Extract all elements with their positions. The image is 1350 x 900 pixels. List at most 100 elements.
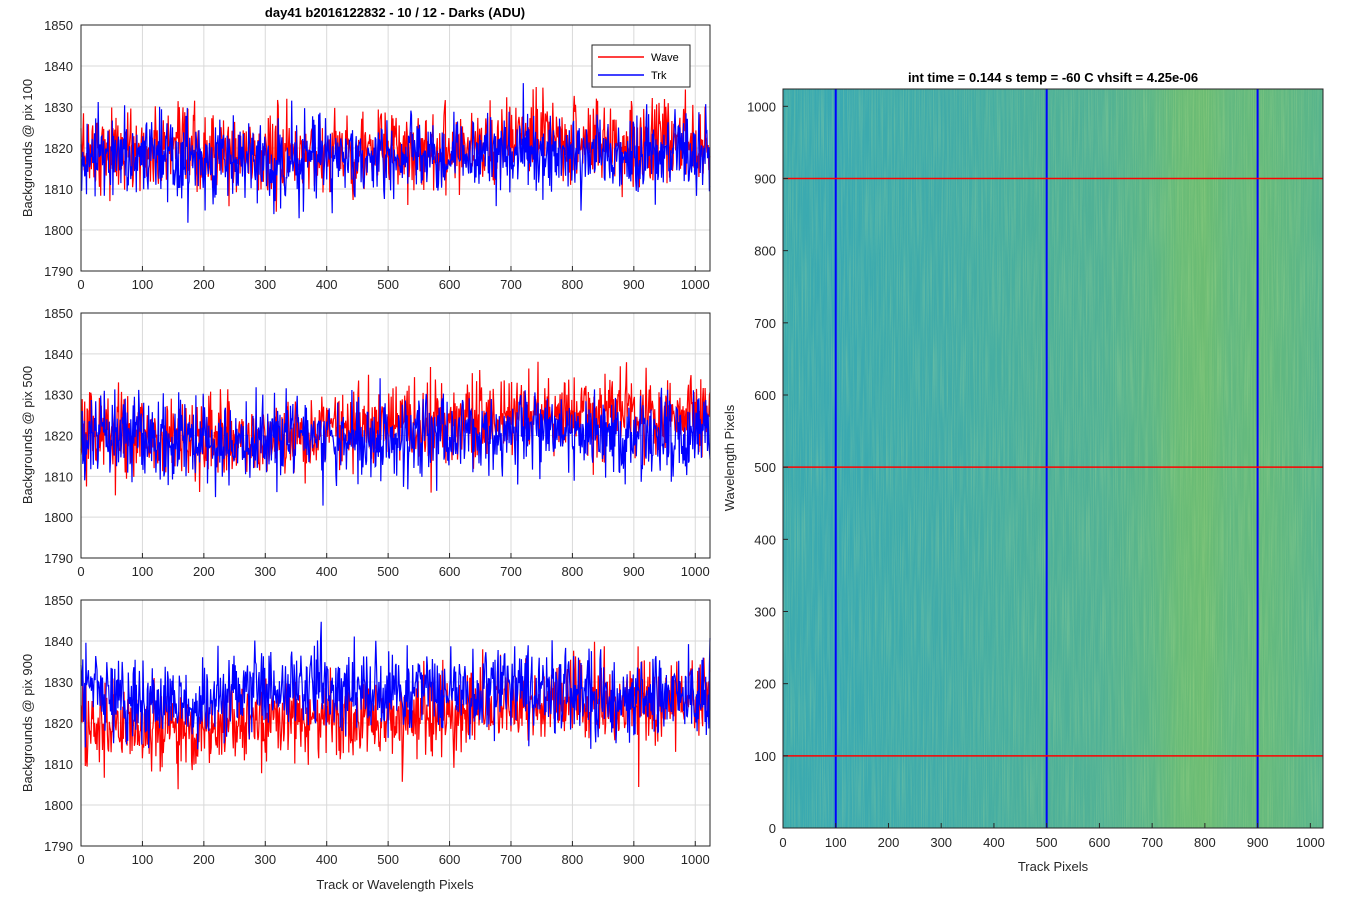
y-tick-label: 1840 (44, 634, 73, 649)
x-tick-label: 300 (254, 852, 276, 867)
legend: Wave Trk (591, 44, 691, 88)
y-tick-label: 1810 (44, 182, 73, 197)
y-tick-labels: 1790 1800 1810 1820 1830 1840 1850 (44, 18, 73, 279)
x-tick-label: 700 (500, 852, 522, 867)
series-lines (80, 83, 711, 223)
heatmap-panel: 0 100 200 300 400 500 600 700 800 900 1000 0 100 200… (722, 70, 1325, 874)
y-tick-label: 500 (754, 460, 776, 475)
x-tick-label: 400 (983, 835, 1005, 850)
x-tick-label: 200 (193, 564, 215, 579)
y-tick-labels: 1790 1800 1810 1820 1830 1840 1850 (44, 593, 73, 854)
y-tick-label: 1810 (44, 757, 73, 772)
x-tick-label: 600 (439, 564, 461, 579)
x-tick-label: 500 (377, 277, 399, 292)
line-panel-pix-100: 0 100 200 300 400 500 600 700 800 900 1000 1790 180… (20, 5, 711, 292)
x-tick-label: 1000 (681, 852, 710, 867)
y-tick-label: 1830 (44, 388, 73, 403)
x-tick-labels: 0 100 200 300 400 500 600 700 800 900 1000 (779, 823, 1325, 850)
x-tick-label: 700 (500, 277, 522, 292)
x-tick-labels: 0 100 200 300 400 500 600 700 800 900 1000 (77, 564, 709, 579)
x-tick-label: 600 (1089, 835, 1111, 850)
y-tick-label: 1830 (44, 675, 73, 690)
y-tick-label: 1840 (44, 59, 73, 74)
axes-box (782, 88, 1324, 829)
series-line-trk (80, 621, 711, 750)
y-tick-label: 1800 (44, 223, 73, 238)
x-tick-label: 1000 (681, 564, 710, 579)
x-axis-label: Track Pixels (1018, 859, 1089, 874)
y-tick-label: 800 (754, 244, 776, 259)
y-tick-label: 1800 (44, 510, 73, 525)
x-tick-label: 0 (779, 835, 786, 850)
x-tick-label: 600 (439, 852, 461, 867)
line-panel-pix-900: 0 100 200 300 400 500 600 700 800 900 1000 1790 180… (20, 593, 711, 892)
y-tick-label: 400 (754, 532, 776, 547)
x-tick-label: 900 (623, 852, 645, 867)
y-tick-labels: 0 100 200 300 400 500 600 700 800 900 1000 (747, 99, 788, 836)
x-tick-label: 800 (1194, 835, 1216, 850)
x-tick-label: 400 (316, 852, 338, 867)
x-tick-label: 100 (132, 852, 154, 867)
heatmap-texture (783, 89, 1323, 828)
x-tick-label: 500 (1036, 835, 1058, 850)
y-tick-label: 600 (754, 388, 776, 403)
y-tick-label: 100 (754, 749, 776, 764)
y-tick-label: 300 (754, 604, 776, 619)
x-tick-label: 1000 (681, 277, 710, 292)
y-tick-label: 1840 (44, 347, 73, 362)
y-tick-label: 1820 (44, 716, 73, 731)
x-tick-label: 300 (930, 835, 952, 850)
x-tick-label: 100 (132, 564, 154, 579)
heatmap-marker-lines (783, 89, 1323, 828)
y-axis-label: Backgrounds @ pix 100 (20, 79, 35, 217)
series-lines (80, 361, 711, 506)
x-tick-label: 0 (77, 277, 84, 292)
x-tick-label: 800 (562, 852, 584, 867)
x-tick-labels: 0 100 200 300 400 500 600 700 800 900 1000 (77, 852, 709, 867)
y-axis-label: Backgrounds @ pix 900 (20, 654, 35, 792)
y-tick-label: 1830 (44, 100, 73, 115)
y-tick-label: 1810 (44, 469, 73, 484)
y-tick-label: 700 (754, 316, 776, 331)
x-tick-label: 400 (316, 564, 338, 579)
y-tick-label: 1000 (747, 99, 776, 114)
x-tick-label: 0 (77, 564, 84, 579)
x-tick-label: 700 (1141, 835, 1163, 850)
x-tick-label: 1000 (1296, 835, 1325, 850)
y-tick-label: 1850 (44, 18, 73, 33)
x-tick-label: 0 (77, 852, 84, 867)
series-line-wave (80, 641, 711, 790)
x-tick-label: 900 (623, 564, 645, 579)
x-tick-label: 500 (377, 564, 399, 579)
x-tick-label: 100 (825, 835, 847, 850)
y-tick-label: 1850 (44, 306, 73, 321)
axes-box (80, 312, 711, 559)
x-tick-label: 200 (193, 277, 215, 292)
x-tick-label: 200 (193, 852, 215, 867)
y-tick-label: 1800 (44, 798, 73, 813)
y-tick-label: 1850 (44, 593, 73, 608)
x-tick-label: 200 (878, 835, 900, 850)
x-tick-label: 900 (623, 277, 645, 292)
x-tick-labels: 0 100 200 300 400 500 600 700 800 900 1000 (77, 277, 709, 292)
y-tick-label: 1790 (44, 839, 73, 854)
y-tick-label: 1790 (44, 264, 73, 279)
y-tick-labels: 1790 1800 1810 1820 1830 1840 1850 (44, 306, 73, 566)
y-tick-label: 1790 (44, 551, 73, 566)
y-tick-label: 1820 (44, 141, 73, 156)
axes-box (80, 24, 711, 272)
y-axis-label: Backgrounds @ pix 500 (20, 366, 35, 504)
x-tick-label: 800 (562, 564, 584, 579)
axes-box (80, 599, 711, 847)
y-tick-label: 0 (769, 821, 776, 836)
y-tick-label: 900 (754, 171, 776, 186)
y-tick-label: 200 (754, 677, 776, 692)
heatmap-title: int time = 0.144 s temp = -60 C vhsift =… (908, 70, 1198, 85)
x-tick-label: 500 (377, 852, 399, 867)
x-tick-label: 300 (254, 564, 276, 579)
series-lines (80, 621, 711, 790)
line-panel-pix-500: 0 100 200 300 400 500 600 700 800 900 1000 1790 180… (20, 306, 711, 579)
x-tick-label: 300 (254, 277, 276, 292)
chart-title: day41 b2016122832 - 10 / 12 - Darks (ADU… (265, 5, 525, 20)
